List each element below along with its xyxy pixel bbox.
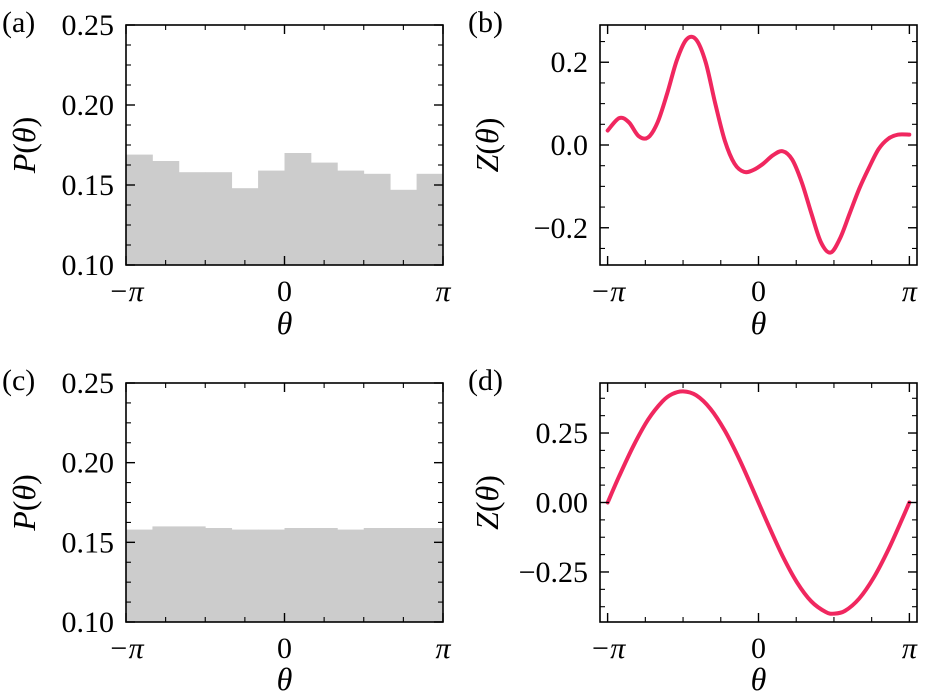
histogram-bar: [205, 172, 233, 265]
histogram-bar: [178, 526, 206, 622]
histogram-bar: [231, 188, 259, 265]
histogram-bar: [363, 173, 391, 265]
histogram-bar: [390, 189, 417, 265]
x-axis-label: θ: [751, 305, 767, 341]
y-tick-label: 0.15: [62, 169, 115, 202]
y-axis-label: P(θ): [6, 474, 42, 532]
histogram-bar: [390, 527, 417, 622]
x-tick-label: −π: [108, 275, 144, 308]
histogram-bar: [205, 527, 233, 622]
histogram-bar: [152, 161, 180, 265]
y-axis-label: Z(θ): [469, 118, 505, 173]
x-axis-label: θ: [751, 661, 767, 695]
panel-c: −π 0 π 0.10 0.15 0.20 0.25 θ P(θ) (c): [2, 364, 451, 695]
histogram-bar: [258, 529, 285, 622]
y-tick-label: 0.20: [62, 89, 115, 122]
histogram-bar: [152, 526, 180, 622]
panel-a: −π 0 π 0.10 0.15 0.20 0.25 θ P(θ) (a): [2, 6, 451, 341]
y-tick-label: 0.2: [551, 46, 589, 79]
y-axis-label: Z(θ): [469, 475, 505, 530]
y-tick-label: 0.00: [536, 487, 589, 520]
histogram-bar: [258, 170, 285, 265]
panel-label: (c): [2, 364, 35, 397]
histogram-bar: [310, 162, 338, 265]
y-tick-label: 0.15: [62, 526, 115, 559]
y-tick-label: 0.25: [536, 417, 589, 450]
x-tick-label: 0: [751, 632, 766, 665]
x-tick-label: π: [435, 632, 451, 665]
histogram-bar: [178, 172, 206, 265]
panel-b: −π 0 π −0.2 0.0 0.2 θ Z(θ) (b): [468, 6, 918, 341]
panel-label: (b): [468, 6, 503, 39]
histogram-bar: [284, 527, 312, 622]
y-tick-label: 0.20: [62, 447, 115, 480]
histogram-bar: [363, 527, 391, 622]
x-tick-label: −π: [108, 632, 144, 665]
x-tick-label: 0: [277, 275, 292, 308]
x-axis-label: θ: [277, 305, 293, 341]
histogram-bar: [126, 529, 153, 622]
histogram-bar: [231, 529, 259, 622]
y-tick-label: 0.10: [62, 249, 115, 282]
y-tick-label: −0.25: [519, 556, 588, 589]
series-line: [605, 34, 912, 255]
x-tick-label: π: [902, 632, 918, 665]
y-tick-label: 0.25: [62, 367, 115, 400]
histogram-bar: [310, 527, 338, 622]
histogram-bar: [337, 529, 365, 622]
x-tick-label: −π: [590, 275, 626, 308]
panel-label: (d): [468, 364, 503, 397]
y-axis-label: P(θ): [6, 117, 42, 175]
x-tick-label: −π: [590, 632, 626, 665]
y-tick-label: 0.25: [62, 9, 115, 42]
histogram-bar: [126, 154, 153, 265]
histogram-bar: [416, 173, 444, 265]
histogram-bar: [337, 170, 365, 265]
y-tick-label: −0.2: [534, 212, 588, 245]
axes-frame: [599, 24, 918, 266]
histogram-bar: [416, 527, 444, 622]
x-tick-label: 0: [277, 632, 292, 665]
x-tick-label: 0: [751, 275, 766, 308]
x-tick-label: π: [435, 275, 451, 308]
x-axis-label: θ: [277, 661, 293, 695]
panel-label: (a): [2, 6, 35, 39]
series-line: [605, 389, 912, 616]
y-tick-label: 0.0: [551, 129, 589, 162]
panel-d: −π 0 π −0.25 0.00 0.25 θ Z(θ) (d): [468, 364, 918, 695]
y-tick-label: 0.10: [62, 606, 115, 639]
x-tick-label: π: [902, 275, 918, 308]
histogram-bar: [284, 153, 312, 265]
